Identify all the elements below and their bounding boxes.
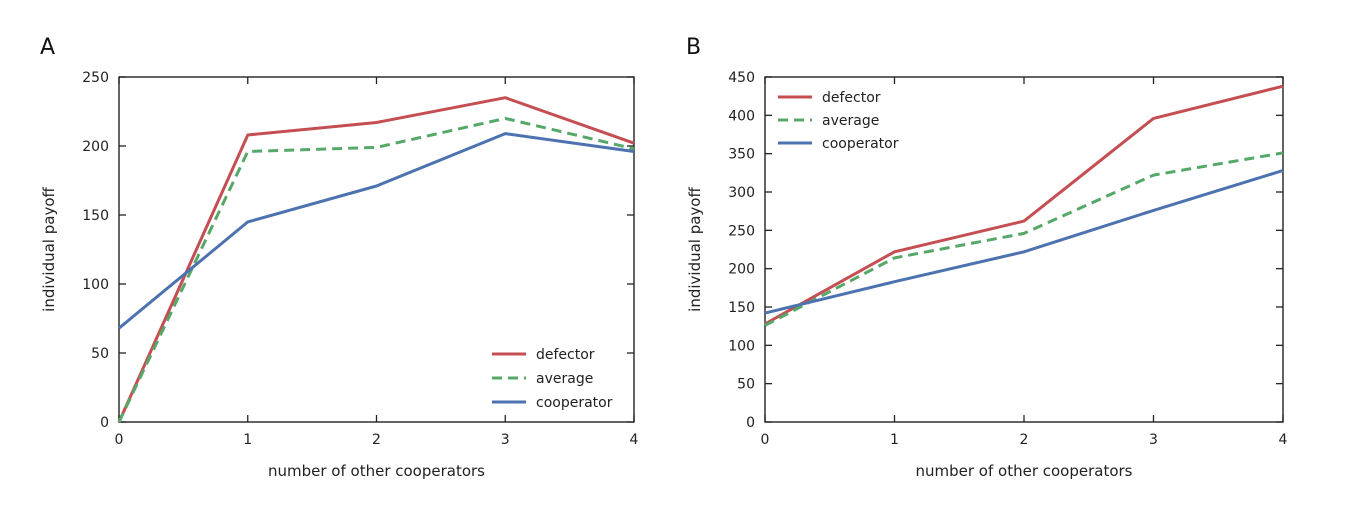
x-tick-label: 4 — [630, 432, 639, 448]
y-tick-label: 450 — [728, 70, 755, 86]
y-tick-label: 150 — [82, 208, 109, 224]
series-line-cooperator — [764, 169, 1284, 315]
y-tick-label: 400 — [728, 108, 755, 124]
y-tick-label: 300 — [728, 185, 755, 201]
y-tick-label: 0 — [100, 415, 109, 431]
x-tick-label: 2 — [372, 432, 381, 448]
chart-panel-a: A 0 50 100 150 200 250 0 1 2 3 4 number of other coo… — [40, 35, 639, 480]
x-tick-label: 4 — [1279, 432, 1288, 448]
y-tick-label: 50 — [737, 377, 755, 393]
legend-label-cooperator: cooperator — [822, 136, 899, 152]
series-line-average — [117, 116, 635, 423]
legend-label-cooperator: cooperator — [536, 395, 613, 411]
legend-label-defector: defector — [536, 347, 595, 363]
x-axis-label: number of other cooperators — [268, 462, 485, 480]
panel-letter: B — [686, 35, 701, 60]
y-tick-label: 250 — [728, 223, 755, 239]
x-tick-label: 0 — [761, 432, 770, 448]
legend-label-average: average — [536, 371, 593, 387]
y-tick-label: 350 — [728, 147, 755, 163]
y-tick-label: 100 — [82, 277, 109, 293]
x-tick-label: 2 — [1020, 432, 1029, 448]
y-axis-label: individual payoff — [686, 187, 704, 312]
legend-label-average: average — [822, 113, 879, 129]
y-tick-label: 150 — [728, 300, 755, 316]
y-tick-label: 200 — [728, 262, 755, 278]
series-line-defector — [117, 96, 635, 423]
x-tick-label: 3 — [1149, 432, 1158, 448]
x-tick-label: 1 — [890, 432, 899, 448]
series-line-cooperator — [118, 132, 635, 330]
y-tick-label: 0 — [746, 415, 755, 431]
legend-label-defector: defector — [822, 90, 881, 106]
x-tick-label: 3 — [501, 432, 510, 448]
x-tick-label: 0 — [115, 432, 124, 448]
x-tick-label: 1 — [243, 432, 252, 448]
chart-panel-b: B 0 50 100 150 200 250 300 350 400 450 0 1 2 3 4 number … — [686, 35, 1288, 480]
y-tick-label: 200 — [82, 139, 109, 155]
x-axis-label: number of other cooperators — [915, 462, 1132, 480]
y-tick-label: 250 — [82, 70, 109, 86]
y-tick-label: 50 — [91, 346, 109, 362]
y-tick-label: 100 — [728, 338, 755, 354]
series-line-defector — [764, 84, 1284, 326]
y-axis-label: individual payoff — [40, 187, 58, 312]
panel-letter: A — [40, 35, 55, 60]
series-line-average — [764, 151, 1284, 327]
